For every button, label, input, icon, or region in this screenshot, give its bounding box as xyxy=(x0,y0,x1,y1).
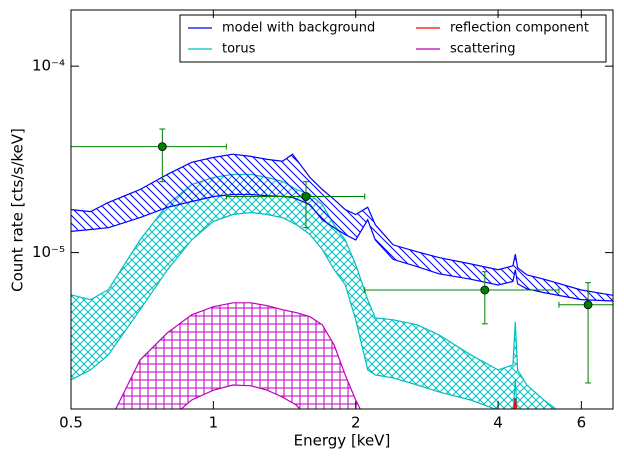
x-axis-label: Energy [keV] xyxy=(294,432,391,450)
legend-label: reflection component xyxy=(450,21,589,36)
x-tick-label: 2 xyxy=(351,414,361,432)
axes-frame xyxy=(70,9,614,410)
plot-area xyxy=(71,128,613,409)
legend-label: scattering xyxy=(450,42,516,57)
band-upper xyxy=(71,153,613,296)
legend-label: model with background xyxy=(222,21,375,36)
band-hatch xyxy=(71,174,556,409)
y-tick-label: 10⁻⁵ xyxy=(32,243,65,261)
legend-box xyxy=(179,14,607,63)
band-hatch xyxy=(115,302,361,409)
x-tick-label: 1 xyxy=(209,414,219,432)
band-hatch xyxy=(71,154,613,301)
y-axis-label: Count rate [cts/s/keV] xyxy=(9,128,27,292)
band-lower xyxy=(180,384,301,409)
line xyxy=(513,397,518,409)
y-tick-label: 10⁻⁴ xyxy=(32,57,65,75)
x-tick-label: 4 xyxy=(493,414,503,432)
legend-label: torus xyxy=(222,42,256,57)
data-point xyxy=(157,142,167,152)
x-tick-label: 0.5 xyxy=(59,414,83,432)
data-point xyxy=(301,192,311,201)
x-tick-label: 6 xyxy=(577,414,587,432)
data-point xyxy=(480,285,490,295)
band-upper xyxy=(115,302,361,409)
band-lower xyxy=(71,193,613,302)
data-point xyxy=(583,300,593,310)
